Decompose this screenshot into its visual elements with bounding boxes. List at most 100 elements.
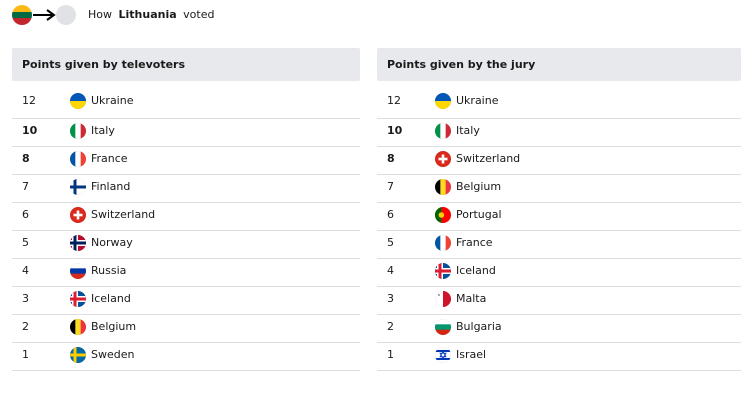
flag-icon (435, 93, 451, 109)
flag-part (75, 151, 82, 167)
header-country: Lithuania (119, 8, 177, 21)
flag-part (70, 151, 76, 167)
flag-part (445, 235, 451, 251)
header-text: How Lithuania voted (88, 8, 214, 21)
flag-icon (435, 263, 451, 279)
flag-icon (70, 263, 86, 279)
flag-part (435, 235, 441, 251)
flag-part (440, 179, 447, 195)
points: 3 (22, 292, 29, 305)
flag-part (435, 179, 441, 195)
country-name: Belgium (91, 320, 136, 333)
arrow (33, 9, 56, 21)
flag-part (70, 268, 86, 275)
points: 5 (387, 236, 394, 249)
flag-icon (70, 235, 86, 251)
flag-icon (70, 93, 86, 109)
points: 4 (387, 264, 394, 277)
flag-part (70, 101, 86, 109)
flag-icon (70, 151, 86, 167)
points: 10 (22, 124, 38, 137)
flag-part (435, 101, 451, 109)
panel-title: Points given by televoters (22, 58, 185, 71)
header-suffix: voted (183, 8, 214, 21)
country-name: Belgium (456, 180, 501, 193)
flag-part (435, 93, 451, 102)
flag-icon (435, 347, 451, 363)
flag-icon (435, 179, 451, 195)
country-name: Malta (456, 292, 486, 305)
country-name: France (91, 152, 128, 165)
flag-part (70, 353, 86, 357)
points: 7 (387, 180, 394, 193)
points: 12 (387, 94, 401, 107)
flag-part (435, 123, 441, 139)
flag-part (435, 207, 442, 223)
flag-icon (435, 235, 451, 251)
flag-part (80, 151, 86, 167)
panel-title: Points given by the jury (387, 58, 535, 71)
points: 3 (387, 292, 394, 305)
points: 2 (22, 320, 29, 333)
flag-part (435, 269, 451, 273)
flag-part (70, 185, 86, 189)
country-name: France (456, 236, 493, 249)
flag-part (70, 241, 86, 245)
flag-part (438, 212, 445, 218)
placeholder-circle (56, 5, 76, 25)
flag-icon (435, 319, 451, 335)
flag-part (80, 319, 86, 335)
flag-part (435, 319, 451, 325)
flag-part (70, 93, 86, 102)
points: 4 (22, 264, 29, 277)
lithuania-flag (12, 5, 32, 25)
flag-part (440, 123, 447, 139)
points: 5 (22, 236, 29, 249)
country-name: Sweden (91, 348, 134, 361)
flag-part (75, 123, 82, 139)
country-name: Bulgaria (456, 320, 502, 333)
flag-icon (435, 151, 451, 167)
flag-part (75, 319, 82, 335)
flag-icon (70, 291, 86, 307)
flag-part (443, 291, 451, 307)
flag-part (439, 350, 447, 360)
flag-icon (70, 319, 86, 335)
flag-part (435, 324, 451, 331)
flag-part (70, 123, 76, 139)
flag-icon (435, 207, 451, 223)
flag-part (70, 273, 86, 279)
flag-part (445, 123, 451, 139)
country-name: Italy (91, 124, 115, 137)
country-name: Ukraine (456, 94, 499, 107)
panel-header (377, 48, 741, 81)
points: 1 (22, 348, 29, 361)
flag-icon (70, 179, 86, 195)
country-name: Switzerland (91, 208, 155, 221)
flag-part (445, 179, 451, 195)
header-prefix: How (88, 8, 112, 21)
points: 10 (387, 124, 403, 137)
flag-part (70, 263, 86, 269)
flag-icon (435, 123, 451, 139)
flag-icon (70, 347, 86, 363)
country-name: Finland (91, 180, 130, 193)
flag-part (80, 123, 86, 139)
flag-part (70, 319, 76, 335)
country-name: Ukraine (91, 94, 134, 107)
flag-icon (70, 207, 86, 223)
flag-icon (435, 291, 451, 307)
country-name: Norway (91, 236, 133, 249)
flag-part (70, 297, 86, 301)
points: 8 (22, 152, 30, 165)
country-name: Iceland (91, 292, 131, 305)
points: 2 (387, 320, 394, 333)
points: 8 (387, 152, 395, 165)
points: 1 (387, 348, 394, 361)
points: 6 (22, 208, 29, 221)
panel-header (12, 48, 360, 81)
country-name: Switzerland (456, 152, 520, 165)
country-name: Iceland (456, 264, 496, 277)
flag-part (438, 294, 440, 296)
